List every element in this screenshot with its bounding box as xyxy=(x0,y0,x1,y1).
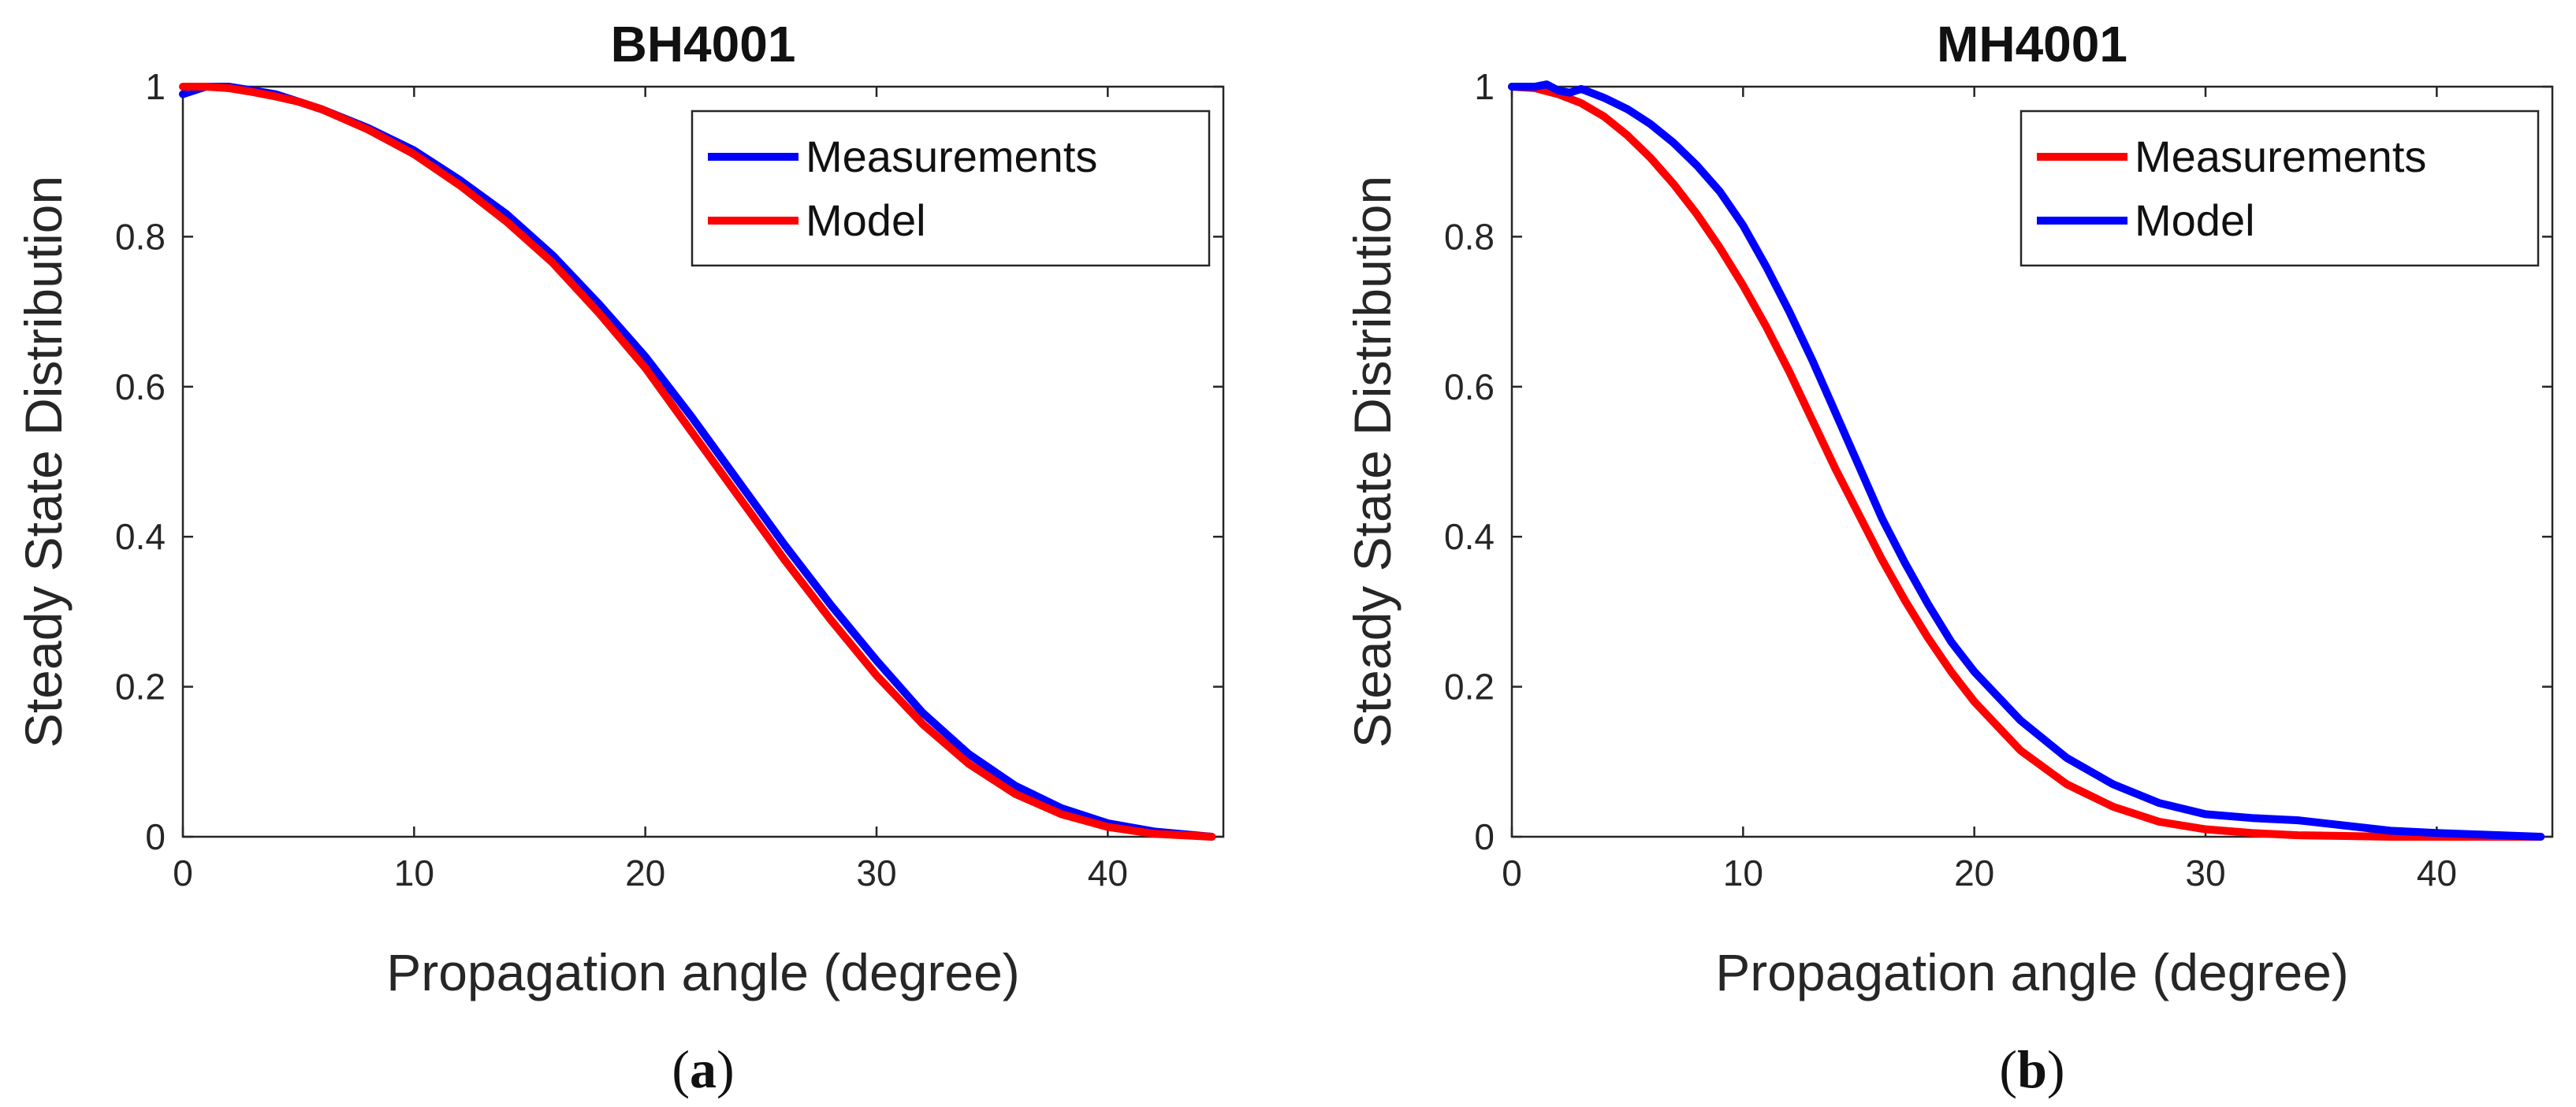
y-tick-label: 0.8 xyxy=(1444,216,1495,257)
legend: Measurements Model xyxy=(2019,110,2540,267)
legend-box xyxy=(691,110,1211,267)
x-tick-label: 40 xyxy=(1088,853,1128,893)
y-tick-label: 0.4 xyxy=(1444,516,1495,557)
y-tick-label: 0.6 xyxy=(115,366,166,407)
y-tick-label: 1 xyxy=(1474,66,1495,107)
x-axis-label: Propagation angle (degree) xyxy=(1715,943,2349,1001)
series-layer xyxy=(1508,80,2545,841)
y-axis-label: Steady State Distribution xyxy=(1343,176,1402,748)
ticks-group: 0 10 20 30 40 0 0.2 0.4 0.6 0.8 1 xyxy=(115,66,1223,893)
legend: Measurements Model xyxy=(691,110,1211,267)
x-tick-label: 30 xyxy=(856,853,896,893)
caption-letter: a xyxy=(690,1039,717,1099)
chart-title: BH4001 xyxy=(611,16,796,72)
y-tick-label: 1 xyxy=(145,66,166,107)
legend-label-0: Measurements xyxy=(806,132,1097,181)
x-tick-label: 10 xyxy=(1723,853,1763,893)
x-tick-label: 20 xyxy=(1954,853,1994,893)
legend-label-0: Measurements xyxy=(2135,132,2426,181)
y-tick-label: 0.6 xyxy=(1444,366,1495,407)
series-line-model xyxy=(1508,80,2545,841)
legend-box xyxy=(2019,110,2540,267)
chart-title: MH4001 xyxy=(1937,16,2127,72)
x-tick-label: 10 xyxy=(394,853,434,893)
y-tick-label: 0.2 xyxy=(115,667,166,708)
series-line-model xyxy=(179,83,1216,841)
plot-area xyxy=(1510,85,2554,838)
panel-caption: (a) xyxy=(672,1039,734,1099)
chart-panel-a: BH4001 0 10 20 30 40 0 0.2 0.4 0.6 0.8 1 Propagati… xyxy=(14,16,1225,1099)
plot-area xyxy=(181,85,1225,838)
x-tick-label: 20 xyxy=(625,853,665,893)
x-tick-label: 0 xyxy=(1502,853,1522,893)
y-tick-label: 0 xyxy=(1474,816,1495,857)
y-tick-label: 0.2 xyxy=(1444,667,1495,708)
y-tick-label: 0 xyxy=(145,816,166,857)
y-tick-label: 0.8 xyxy=(115,216,166,257)
chart-panel-b: MH4001 0 10 20 30 40 0 0.2 0.4 0.6 0.8 1 Propagati… xyxy=(1343,16,2554,1099)
panel-caption: (b) xyxy=(1999,1039,2064,1099)
x-tick-label: 30 xyxy=(2185,853,2225,893)
legend-label-1: Model xyxy=(2135,195,2255,245)
ticks-group: 0 10 20 30 40 0 0.2 0.4 0.6 0.8 1 xyxy=(1444,66,2552,893)
series-line-measurements xyxy=(1508,83,2545,841)
x-tick-label: 0 xyxy=(173,853,193,893)
caption-letter: b xyxy=(2017,1039,2047,1099)
y-tick-label: 0.4 xyxy=(115,516,166,557)
legend-label-1: Model xyxy=(806,195,926,245)
x-axis-label: Propagation angle (degree) xyxy=(386,943,1020,1001)
y-axis-label: Steady State Distribution xyxy=(14,176,73,748)
x-tick-label: 40 xyxy=(2417,853,2457,893)
series-layer xyxy=(179,83,1216,841)
